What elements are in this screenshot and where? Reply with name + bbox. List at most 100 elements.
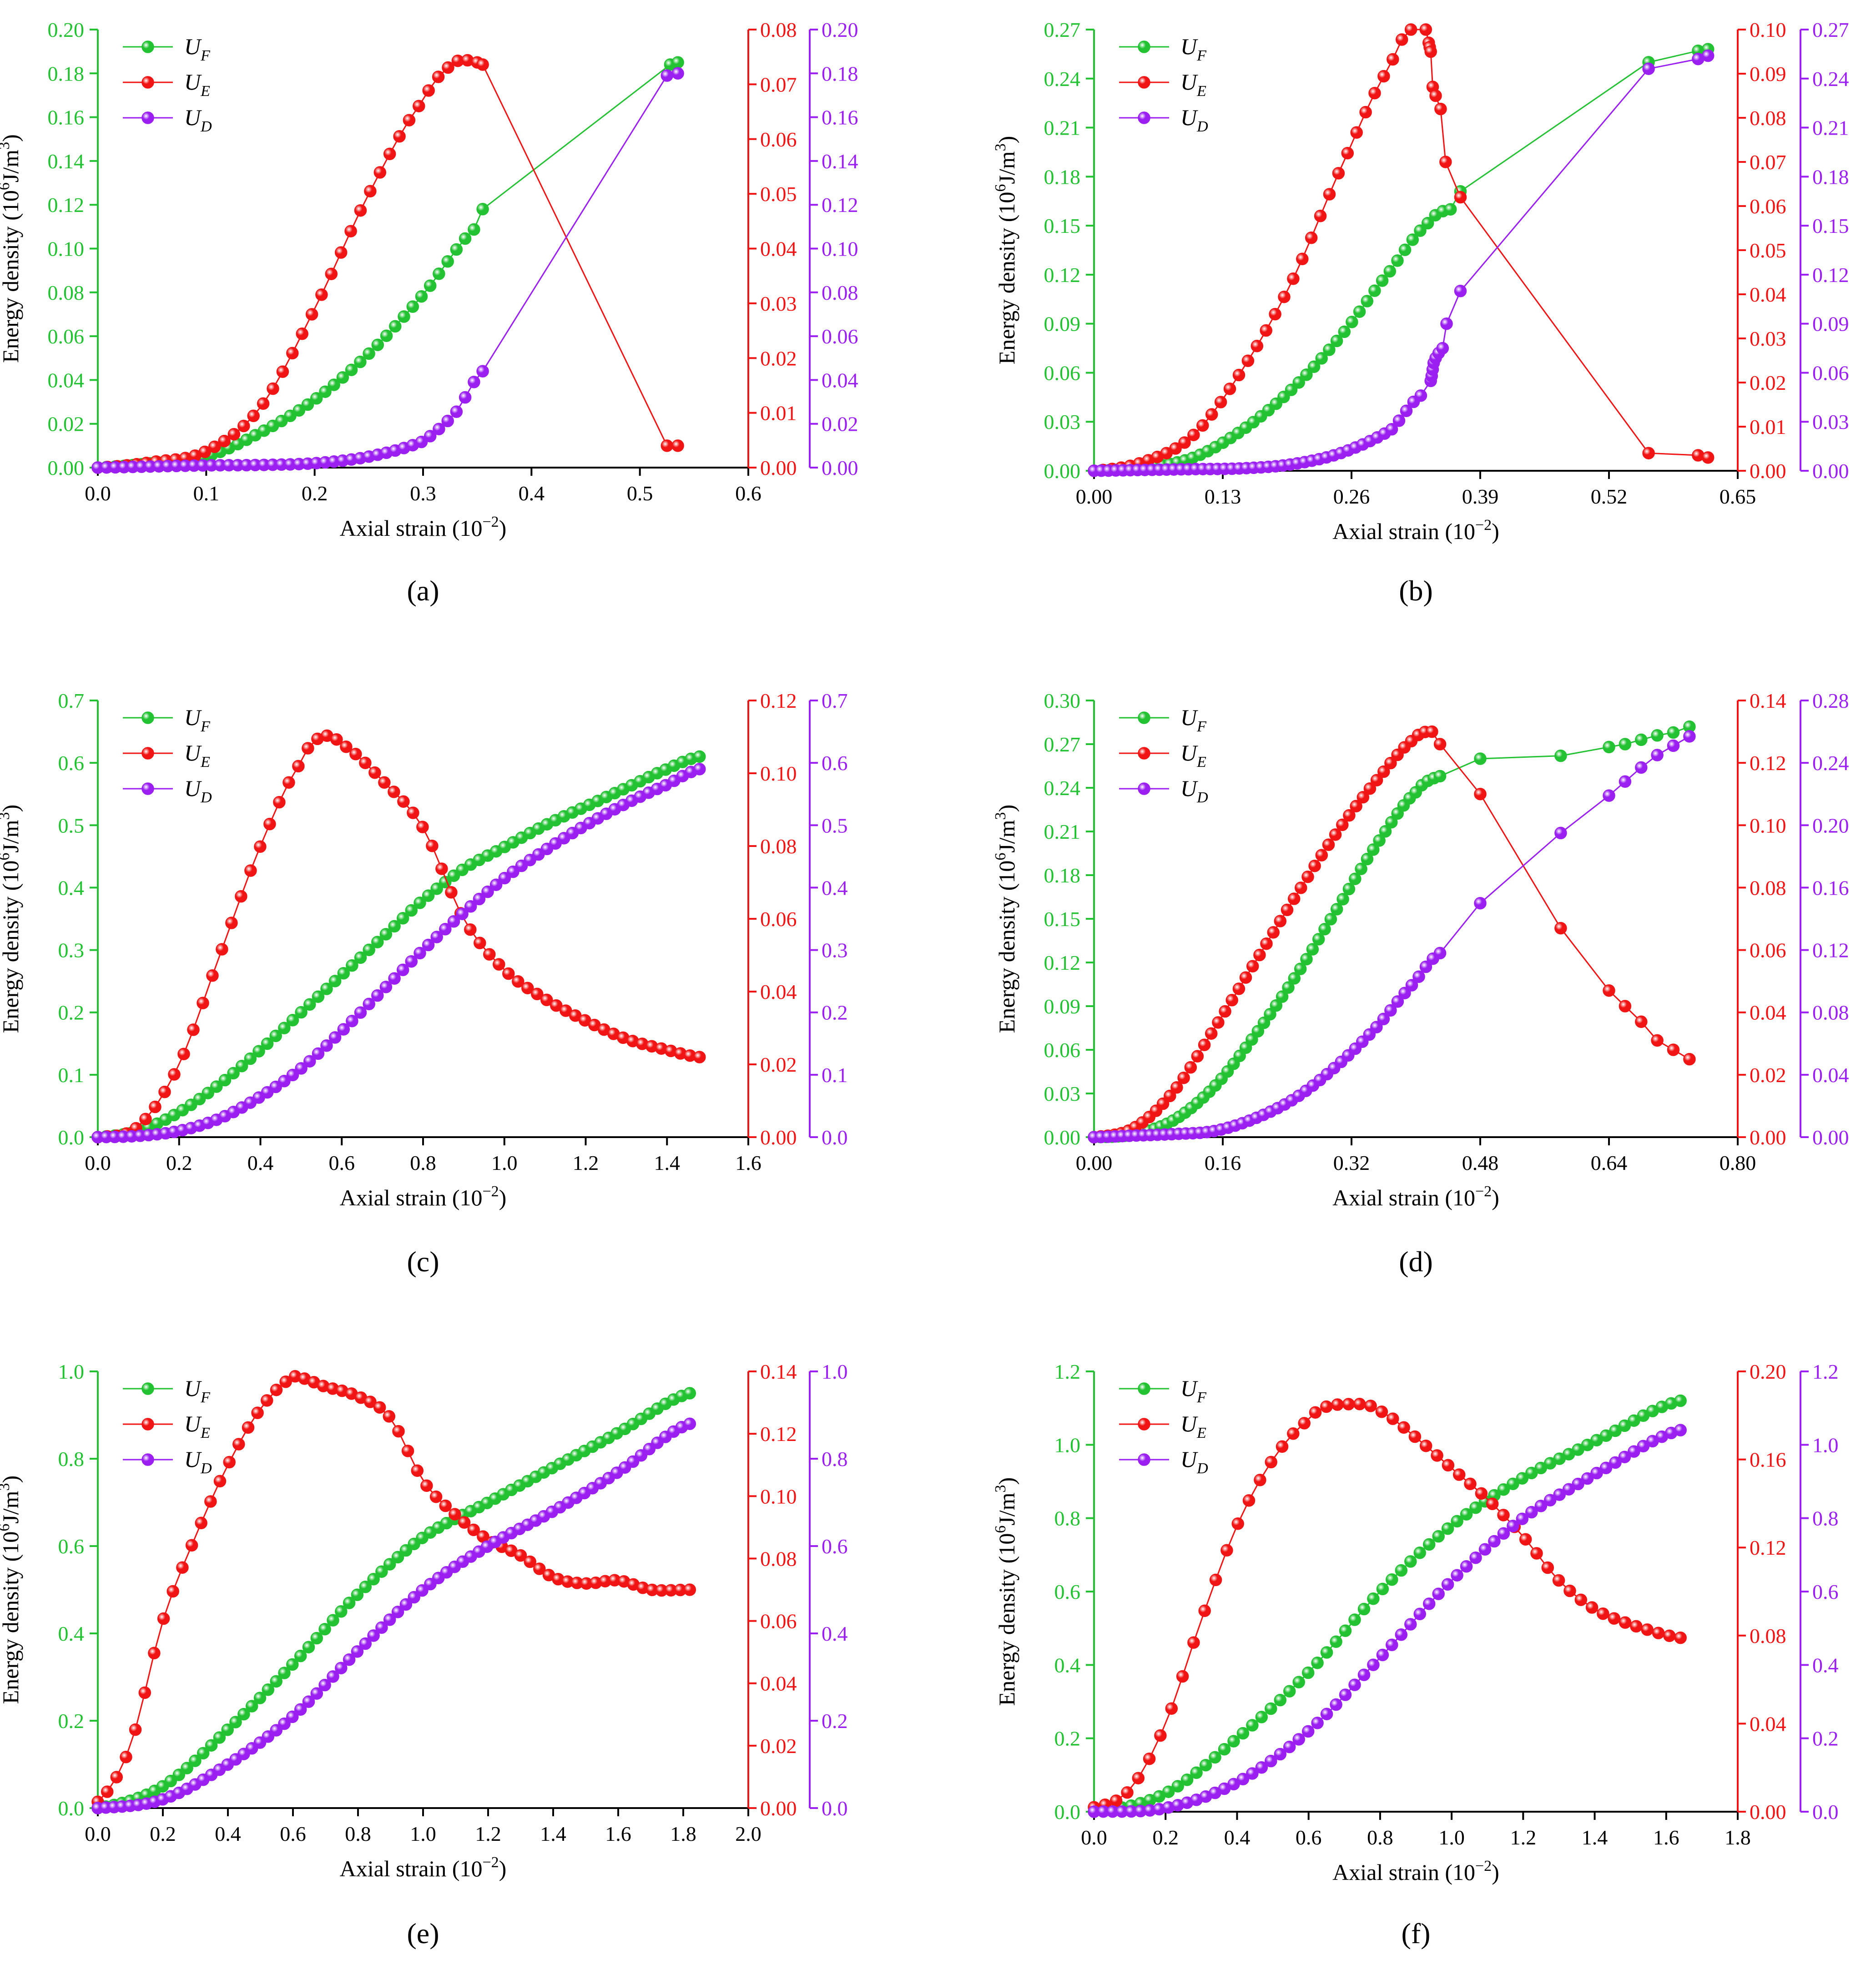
data-point-U_D — [335, 1662, 348, 1674]
x-tick-label: 1.6 — [605, 1822, 631, 1845]
data-point-U_E — [1336, 818, 1349, 831]
data-point-U_E — [1375, 1406, 1388, 1418]
x-axis-label-tail: ) — [499, 515, 507, 541]
data-point-U_E — [1287, 892, 1301, 905]
legend-label-U_E: UE — [184, 69, 210, 100]
data-point-U_D — [468, 376, 480, 388]
y3-tick-label: 0.6 — [822, 751, 848, 775]
data-point-U_E — [403, 114, 416, 126]
data-point-U_F — [1315, 352, 1328, 365]
y2-tick-label: 0.07 — [760, 73, 797, 96]
y3-tick-label: 0.24 — [1812, 751, 1849, 775]
data-point-U_D — [405, 955, 418, 968]
x-tick-label: 0.6 — [329, 1151, 355, 1174]
y-tick-label: 0.7 — [58, 689, 85, 712]
data-point-U_E — [442, 61, 454, 74]
data-point-U_D — [1392, 414, 1406, 427]
y2-tick-label: 0.01 — [760, 402, 797, 425]
y-axis-label-unit: J/m — [0, 150, 23, 182]
x-axis-label-exponent: −2 — [482, 1183, 499, 1200]
data-point-U_F — [371, 936, 384, 948]
data-point-U_E — [1419, 23, 1432, 36]
legend-marker-U_F — [1138, 40, 1150, 53]
data-point-U_F — [1162, 1785, 1175, 1798]
data-point-U_E — [325, 267, 338, 280]
data-point-U_E — [1667, 1043, 1680, 1056]
data-point-U_F — [328, 378, 340, 391]
data-point-U_E — [1701, 451, 1715, 464]
data-point-U_E — [158, 1085, 171, 1098]
x-axis-label-tail: ) — [1492, 1185, 1499, 1210]
data-point-U_E — [1223, 383, 1236, 395]
data-point-U_D — [1419, 960, 1432, 973]
data-point-U_D — [1603, 789, 1615, 802]
data-point-U_E — [1296, 252, 1309, 266]
data-point-U_D — [391, 1606, 404, 1618]
y-tick-label: 0.20 — [48, 18, 85, 41]
y2-tick-label: 0.08 — [1750, 876, 1786, 899]
data-point-U_D — [661, 69, 674, 82]
data-point-U_D — [1236, 1773, 1250, 1786]
data-point-U_E — [429, 1490, 443, 1503]
y2-tick-label: 0.14 — [760, 1360, 797, 1383]
legend-label-main: U — [1180, 1375, 1198, 1401]
data-point-U_E — [1630, 1620, 1643, 1633]
data-point-U_F — [1674, 1394, 1687, 1407]
y-axis-label-exponent: 6 — [992, 184, 1009, 192]
data-point-U_D — [1400, 404, 1413, 418]
data-point-U_F — [1391, 254, 1404, 267]
data-point-U_E — [1323, 188, 1336, 201]
y2-tick-label: 0.02 — [1750, 1063, 1786, 1087]
data-point-U_F — [1199, 1758, 1212, 1772]
y2-tick-label: 0.16 — [1750, 1448, 1786, 1471]
data-point-U_E — [148, 1647, 161, 1660]
x-axis-label: Axial strain (10−2) — [1332, 1183, 1499, 1210]
data-point-U_E — [1541, 1561, 1554, 1574]
data-point-U_D — [1507, 1520, 1519, 1532]
data-point-U_F — [1474, 752, 1487, 765]
y3-tick-label: 0.12 — [1812, 939, 1849, 962]
data-point-U_E — [1143, 1752, 1156, 1765]
legend-label-main: U — [1180, 740, 1198, 766]
data-point-U_F — [1330, 1635, 1342, 1648]
data-point-U_D — [1454, 285, 1467, 297]
data-point-U_D — [328, 1031, 342, 1044]
data-point-U_D — [1609, 1456, 1622, 1469]
legend-marker-U_E — [141, 1418, 154, 1431]
legend-label-subscript: D — [1196, 1460, 1208, 1477]
data-point-U_E — [1353, 1398, 1366, 1411]
data-point-U_E — [1368, 86, 1381, 100]
data-point-U_E — [1454, 191, 1467, 204]
data-point-U_E — [383, 1410, 396, 1423]
data-point-U_E — [493, 958, 505, 971]
y3-tick-label: 0.12 — [822, 193, 858, 217]
data-point-U_E — [110, 1771, 123, 1784]
y-tick-label: 0.08 — [48, 281, 85, 304]
y-tick-label: 0.06 — [1044, 1038, 1081, 1062]
y-axis-label-unit-exponent: 3 — [0, 142, 13, 150]
x-tick-label: 1.0 — [491, 1151, 518, 1174]
data-point-U_E — [1170, 1081, 1183, 1094]
data-point-U_D — [312, 1047, 325, 1060]
y2-tick-label: 0.05 — [760, 182, 797, 206]
data-point-U_E — [1439, 156, 1452, 168]
panel-caption-text: (d) — [1399, 1245, 1433, 1278]
data-point-U_D — [1414, 389, 1427, 402]
legend-marker-U_D — [141, 1453, 154, 1466]
data-point-U_D — [1405, 979, 1418, 992]
data-point-U_D — [1628, 1445, 1640, 1458]
data-point-U_F — [1338, 325, 1351, 338]
x-tick-label: 0.4 — [247, 1151, 274, 1174]
data-point-U_F — [229, 1716, 242, 1728]
legend-marker-U_E — [141, 747, 154, 760]
x-tick-label: 0.1 — [193, 482, 220, 505]
data-point-U_D — [456, 907, 469, 920]
x-axis-label-text: Axial strain (10 — [340, 515, 483, 541]
data-point-U_E — [1308, 859, 1321, 872]
data-point-U_E — [1191, 1050, 1204, 1063]
data-point-U_D — [1683, 730, 1696, 743]
y3-tick-label: 0.20 — [1812, 814, 1849, 837]
legend-label-subscript: E — [200, 754, 210, 771]
data-point-U_F — [1367, 1592, 1380, 1605]
data-point-U_D — [1301, 1725, 1315, 1738]
